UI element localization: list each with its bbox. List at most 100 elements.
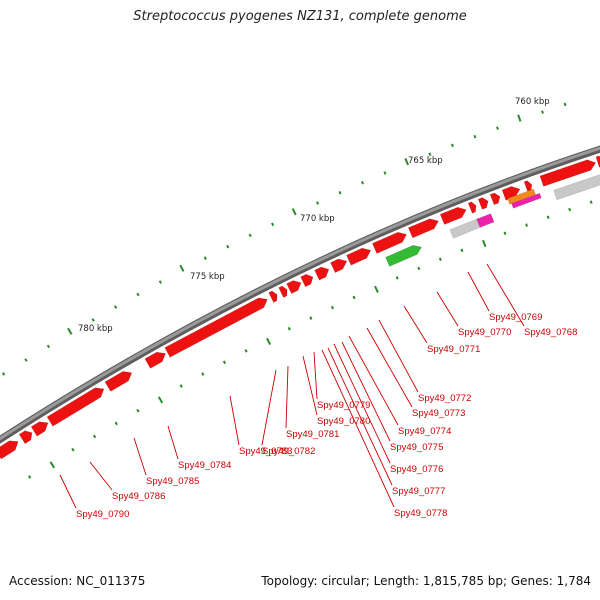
gene-label: Spy49_0772: [418, 393, 471, 404]
gene-label: Spy49_0783: [239, 446, 292, 457]
cds-block: [18, 430, 33, 445]
tick-mark: [404, 158, 409, 166]
tick-mark: [517, 114, 522, 122]
tick-mark: [417, 266, 421, 271]
cds-block: [523, 180, 533, 193]
tick-mark: [460, 248, 464, 253]
tick-mark: [91, 318, 95, 322]
tick-mark: [27, 475, 32, 479]
gene-label: Spy49_0771: [427, 344, 480, 355]
tick-mark: [496, 126, 499, 130]
map-title: Streptococcus pyogenes NZ131, complete g…: [133, 9, 467, 24]
tick-mark: [428, 152, 432, 157]
gene-label: Spy49_0779: [317, 400, 370, 411]
gene-label: Spy49_0768: [524, 327, 577, 338]
tick-mark: [395, 276, 399, 280]
tick-mark: [49, 461, 56, 469]
tick-mark: [338, 190, 342, 195]
tick-mark: [315, 201, 320, 205]
cds-block: [0, 440, 19, 460]
tick-mark: [24, 358, 28, 362]
leader-line: [229, 395, 240, 446]
leader-line: [436, 291, 459, 327]
summary-text: Topology: circular; Length: 1,815,785 bp…: [261, 574, 591, 588]
leader-line: [89, 461, 113, 491]
gene-label: Spy49_0776: [390, 464, 443, 475]
magenta-feature: [476, 213, 495, 228]
gene-label: Spy49_0784: [178, 460, 231, 471]
cds-block: [144, 351, 167, 369]
tick-mark: [309, 316, 313, 320]
tick-mark: [360, 180, 365, 185]
leader-line: [486, 263, 525, 327]
outer-tick-marks: [1, 102, 567, 376]
leader-line: [261, 369, 277, 446]
tick-mark: [352, 295, 356, 300]
tick-mark: [157, 396, 164, 404]
tick-mark: [136, 292, 140, 297]
tick-mark: [568, 207, 572, 212]
tick-mark: [114, 421, 118, 426]
cds-block: [346, 247, 372, 266]
backbone-highlight: [0, 146, 600, 441]
tick-labels: 760 kbp 765 kbp 770 kbp 775 kbp 780 kbp: [78, 97, 550, 334]
tick-mark: [1, 372, 6, 376]
tick-mark: [563, 102, 567, 107]
tick-label: 770 kbp: [300, 214, 335, 224]
cds-block: [30, 421, 49, 437]
leader-line: [133, 437, 147, 476]
tick-mark: [244, 349, 248, 353]
tick-mark: [226, 244, 230, 249]
cds-block: [407, 218, 439, 239]
gene-label: Spy49_0773: [412, 408, 465, 419]
tick-label: 780 kbp: [78, 324, 113, 334]
leader-line: [285, 365, 289, 429]
tick-label: 765 kbp: [408, 156, 443, 166]
cds-block: [314, 266, 330, 281]
gray-feature: [553, 174, 600, 201]
gene-labels: Spy49_0768 Spy49_0769 Spy49_0770 Spy49_0771…: [76, 312, 577, 520]
leader-line: [341, 341, 391, 442]
cds-block: [467, 201, 477, 214]
tick-mark: [222, 360, 227, 365]
tick-mark: [589, 200, 593, 204]
cds-block: [278, 285, 288, 298]
tick-mark: [438, 257, 442, 261]
tick-mark: [374, 285, 379, 293]
cds-block: [268, 290, 278, 303]
cds-block: [489, 192, 501, 206]
tick-mark: [92, 434, 97, 439]
gene-label: Spy49_0781: [286, 429, 339, 440]
tick-mark: [158, 280, 163, 284]
tick-mark: [113, 305, 118, 309]
tick-mark: [383, 171, 387, 175]
gene-label: Spy49_0786: [112, 491, 165, 502]
leader-line: [59, 474, 77, 509]
leader-line: [403, 305, 428, 344]
cds-block: [539, 159, 597, 187]
gene-label: Spy49_0785: [146, 476, 199, 487]
tick-mark: [203, 256, 207, 261]
gene-label: Spy49_0777: [392, 486, 445, 497]
cds-block: [104, 371, 133, 392]
inner-tick-marks: [27, 200, 593, 479]
tick-mark: [546, 215, 550, 219]
tick-mark: [473, 134, 477, 139]
cds-block: [439, 206, 467, 225]
magenta-feature: [511, 192, 542, 209]
tick-mark: [201, 372, 205, 376]
cds-block: [164, 297, 268, 358]
tick-mark: [481, 239, 487, 248]
gene-label: Spy49_0769: [489, 312, 542, 323]
tick-mark: [330, 305, 335, 310]
leader-line: [366, 327, 413, 408]
cds-block: [595, 155, 600, 168]
gene-label: Spy49_0790: [76, 509, 129, 520]
cds-block: [300, 273, 314, 288]
leader-line: [378, 319, 419, 393]
gene-label: Spy49_0780: [317, 416, 370, 427]
tick-mark: [271, 222, 275, 227]
leader-line: [321, 349, 395, 508]
tick-mark: [525, 223, 529, 227]
leader-line: [333, 343, 391, 464]
